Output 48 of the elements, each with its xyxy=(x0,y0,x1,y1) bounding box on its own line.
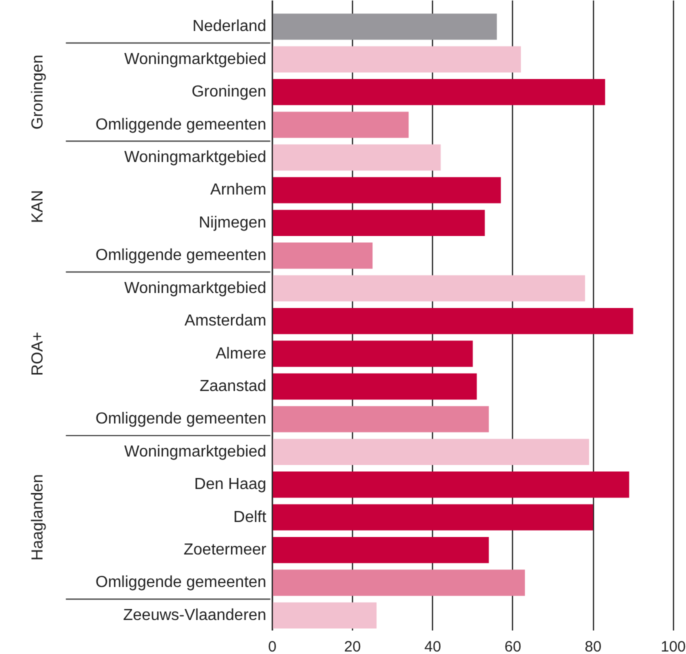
bar xyxy=(272,210,485,236)
bar xyxy=(272,79,606,106)
y-tick-label: Omliggende gemeenten xyxy=(96,574,266,592)
bar xyxy=(272,438,590,465)
bar xyxy=(272,504,594,530)
bar xyxy=(272,46,521,72)
y-tick-label: Woningmarktgebied xyxy=(124,443,266,460)
y-tick-label: Arnhem xyxy=(210,182,266,199)
text: ROA+ xyxy=(29,332,46,376)
y-tick-label: Woningmarktgebied xyxy=(124,280,266,297)
x-tick-label: 60 xyxy=(504,638,522,654)
bar xyxy=(272,536,489,564)
y-tick-label: Zaanstad xyxy=(200,378,266,395)
bar xyxy=(272,472,630,498)
y-tick-label: Omliggende gemeenten xyxy=(96,116,266,134)
y-tick-label: Den Haag xyxy=(194,476,266,494)
y-tick-label: Nederland xyxy=(192,18,266,36)
y-tick-label: Almere xyxy=(216,345,266,362)
bar xyxy=(272,570,525,596)
bar xyxy=(272,308,634,334)
y-tick-label: Woningmarktgebied xyxy=(124,149,266,166)
y-tick-label: Woningmarktgebied xyxy=(124,50,266,68)
bar xyxy=(272,340,473,367)
y-tick-label: Groningen xyxy=(192,84,266,101)
text: Haaglanden xyxy=(29,474,46,560)
x-tick-label: 40 xyxy=(424,638,442,654)
y-tick-label: Zeeuws-Vlaanderen xyxy=(123,606,266,624)
y-tick-label: Omliggende gemeenten xyxy=(96,247,266,264)
bar xyxy=(272,242,373,269)
bar xyxy=(272,406,489,432)
x-tick-label: 100 xyxy=(660,638,686,654)
bar xyxy=(272,112,409,138)
text: KAN xyxy=(29,190,46,224)
y-tick-label: Delft xyxy=(233,508,267,526)
bar xyxy=(272,177,501,204)
y-tick-label: Nijmegen xyxy=(198,214,266,232)
text: Groningen xyxy=(29,54,46,130)
bar xyxy=(272,602,377,629)
x-tick-label: 80 xyxy=(584,638,602,654)
bar xyxy=(272,14,497,40)
y-tick-label: Zoetermeer xyxy=(184,542,267,559)
x-tick-label: 20 xyxy=(344,638,361,654)
x-tick-label: 0 xyxy=(268,638,277,654)
bar xyxy=(272,144,441,171)
y-tick-label: Amsterdam xyxy=(184,312,266,330)
y-tick-label: Omliggende gemeenten xyxy=(96,410,266,428)
bar xyxy=(272,373,477,400)
bar xyxy=(272,275,586,302)
